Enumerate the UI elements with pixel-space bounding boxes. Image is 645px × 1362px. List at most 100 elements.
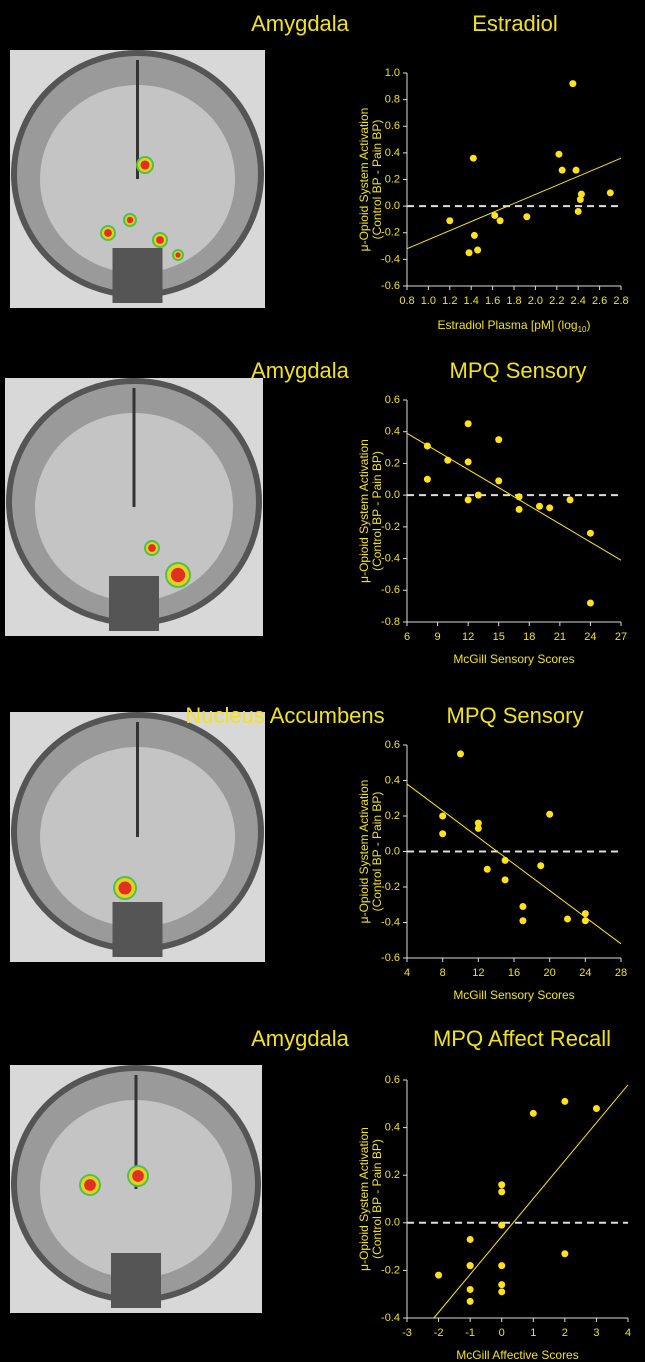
region-title: Amygdala [251, 11, 350, 36]
y-axis-label-line: μ-Opioid System Activation [357, 439, 371, 583]
x-tick-label: 9 [435, 631, 441, 643]
data-point [578, 191, 585, 198]
y-tick-label: 0.2 [385, 810, 400, 822]
data-point [516, 493, 523, 500]
x-axis-label: McGill Affective Scores [456, 1348, 578, 1362]
data-point [559, 167, 566, 174]
y-axis-label-line: (Control BP - Pain BP) [370, 792, 384, 912]
x-axis-label-part: Estradiol Plasma [pM] (log [438, 318, 578, 332]
activation-blob [171, 568, 185, 582]
chart-title: MPQ Affect Recall [433, 1026, 611, 1051]
data-point [555, 151, 562, 158]
data-point [498, 1222, 505, 1229]
region-title: Amygdala [251, 1026, 350, 1051]
data-point [475, 492, 482, 499]
x-tick-label: 0.8 [399, 295, 414, 307]
figure: AmygdalaEstradiol-0.6-0.4-0.20.00.20.40.… [0, 0, 645, 1362]
y-tick-label: 1.0 [385, 67, 400, 79]
data-point [516, 506, 523, 513]
y-tick-label: 0.2 [385, 173, 400, 185]
data-point [561, 1098, 568, 1105]
x-tick-label: 2.0 [528, 295, 543, 307]
y-axis-label: μ-Opioid System Activation(Control BP - … [357, 439, 384, 583]
y-axis-label-line: μ-Opioid System Activation [357, 108, 371, 252]
y-tick-label: 0.4 [385, 774, 400, 786]
activation-blob [104, 229, 112, 237]
data-point [475, 825, 482, 832]
data-point [467, 1286, 474, 1293]
brain-stem [111, 1253, 161, 1308]
x-tick-label: 2.2 [549, 295, 564, 307]
data-point [457, 750, 464, 757]
activation-blob [140, 160, 149, 169]
x-tick-label: 8 [440, 967, 446, 979]
data-point [502, 857, 509, 864]
data-point [536, 503, 543, 510]
y-tick-label: 0.2 [385, 457, 400, 469]
y-axis-label: μ-Opioid System Activation(Control BP - … [357, 108, 384, 252]
x-tick-label: -1 [465, 1327, 475, 1339]
data-point [498, 1181, 505, 1188]
x-tick-label: 18 [523, 631, 535, 643]
data-point [439, 813, 446, 820]
data-point [498, 1288, 505, 1295]
data-point [435, 1272, 442, 1279]
x-axis-label: Estradiol Plasma [pM] (log10) [438, 318, 591, 334]
x-tick-label: 2.8 [613, 295, 628, 307]
activation-blob [84, 1179, 96, 1191]
x-tick-label: 27 [615, 631, 627, 643]
y-tick-label: 0.8 [385, 94, 400, 106]
x-tick-label: 28 [615, 967, 627, 979]
x-tick-label: 4 [625, 1327, 631, 1339]
data-point [491, 212, 498, 219]
data-point [495, 436, 502, 443]
data-point [465, 458, 472, 465]
y-tick-label: 0.6 [385, 1074, 400, 1086]
data-point [546, 504, 553, 511]
data-point [519, 903, 526, 910]
y-tick-label: 0.4 [385, 1122, 400, 1134]
data-point [446, 217, 453, 224]
data-point [587, 530, 594, 537]
x-tick-label: 3 [593, 1327, 599, 1339]
data-point [471, 232, 478, 239]
data-point [467, 1298, 474, 1305]
data-point [564, 915, 571, 922]
data-point [467, 1262, 474, 1269]
data-point [424, 442, 431, 449]
x-tick-label: -3 [402, 1327, 412, 1339]
activation-blob [156, 236, 164, 244]
x-tick-label: 1.0 [421, 295, 436, 307]
x-tick-label: 24 [584, 631, 596, 643]
activation-blob [132, 1170, 144, 1182]
y-axis-label-line: μ-Opioid System Activation [357, 1127, 371, 1271]
y-tick-label: -0.2 [381, 1264, 400, 1276]
x-tick-label: 16 [508, 967, 520, 979]
data-point [537, 862, 544, 869]
x-tick-label: 12 [462, 631, 474, 643]
data-point [474, 247, 481, 254]
y-tick-label: 0.2 [385, 1169, 400, 1181]
data-point [530, 1110, 537, 1117]
y-axis-label-line: (Control BP - Pain BP) [370, 1139, 384, 1259]
data-point [484, 866, 491, 873]
y-tick-label: 0.4 [385, 147, 400, 159]
data-point [561, 1250, 568, 1257]
data-point [466, 249, 473, 256]
data-point [569, 80, 576, 87]
y-axis-label-line: μ-Opioid System Activation [357, 780, 371, 924]
x-tick-label: 12 [472, 967, 484, 979]
y-tick-label: -0.6 [381, 584, 400, 596]
x-axis-label: McGill Sensory Scores [453, 652, 574, 666]
region-title: Nucleus Accumbens [185, 703, 384, 728]
data-point [465, 420, 472, 427]
data-point [470, 155, 477, 162]
data-point [444, 457, 451, 464]
data-point [502, 876, 509, 883]
x-axis-label: McGill Sensory Scores [453, 988, 574, 1002]
data-point [497, 217, 504, 224]
y-tick-label: 0.0 [385, 489, 400, 501]
x-tick-label: 0 [499, 1327, 505, 1339]
data-point [523, 213, 530, 220]
data-point [582, 910, 589, 917]
